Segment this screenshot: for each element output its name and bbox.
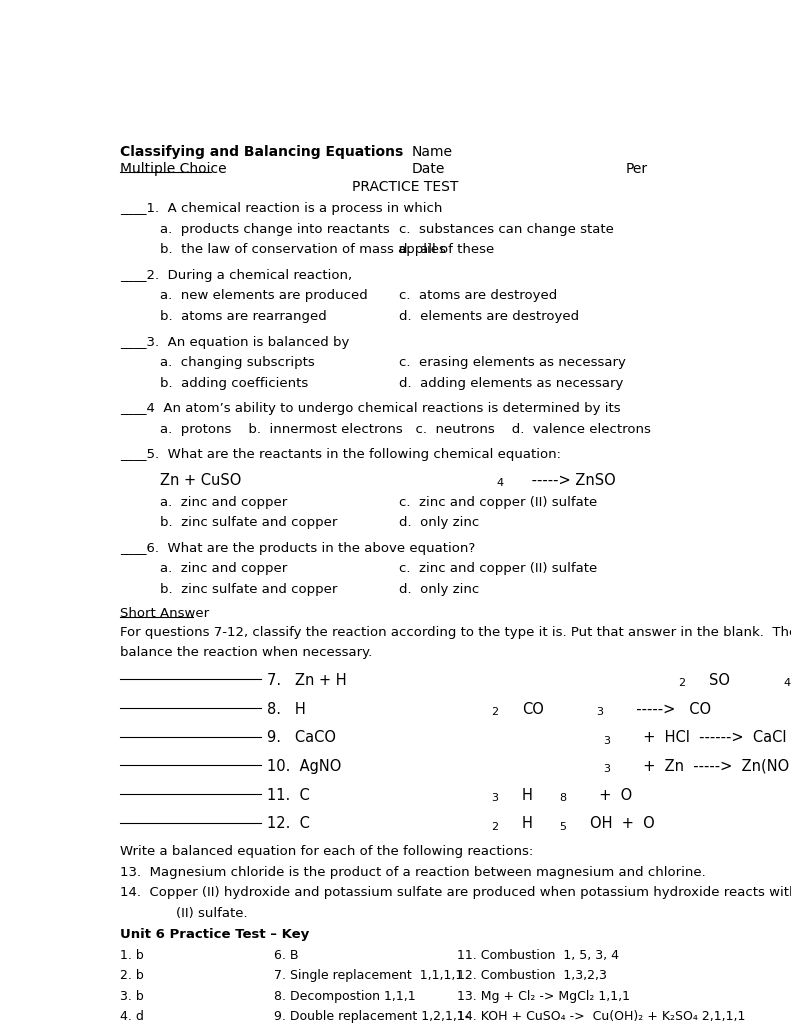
Text: Multiple Choice: Multiple Choice [120, 163, 227, 176]
Text: OH  +  O: OH + O [589, 816, 654, 831]
Text: 5: 5 [559, 822, 566, 831]
Text: 12. Combustion  1,3,2,3: 12. Combustion 1,3,2,3 [457, 969, 607, 982]
Text: 2. b: 2. b [120, 969, 144, 982]
Text: +  HCl  ------>  CaCl: + HCl ------> CaCl [634, 730, 786, 745]
Text: c.  zinc and copper (II) sulfate: c. zinc and copper (II) sulfate [399, 562, 597, 575]
Text: c.  substances can change state: c. substances can change state [399, 223, 614, 236]
Text: Unit 6 Practice Test – Key: Unit 6 Practice Test – Key [120, 928, 309, 941]
Text: 11. Combustion  1, 5, 3, 4: 11. Combustion 1, 5, 3, 4 [457, 948, 619, 962]
Text: ____3.  An equation is balanced by: ____3. An equation is balanced by [120, 336, 350, 348]
Text: 13.  Magnesium chloride is the product of a reaction between magnesium and chlor: 13. Magnesium chloride is the product of… [120, 865, 706, 879]
Text: 7. Single replacement  1,1,1,1: 7. Single replacement 1,1,1,1 [274, 969, 463, 982]
Text: 12.  C: 12. C [267, 816, 310, 831]
Text: b.  atoms are rearranged: b. atoms are rearranged [161, 310, 327, 323]
Text: 3: 3 [596, 707, 604, 717]
Text: 2: 2 [491, 822, 498, 831]
Text: d.  adding elements as necessary: d. adding elements as necessary [399, 377, 623, 389]
Text: 8: 8 [559, 794, 566, 803]
Text: 8. Decompostion 1,1,1: 8. Decompostion 1,1,1 [274, 989, 415, 1002]
Text: 3: 3 [604, 736, 611, 745]
Text: d.  only zinc: d. only zinc [399, 583, 479, 596]
Text: b.  zinc sulfate and copper: b. zinc sulfate and copper [161, 583, 338, 596]
Text: 9.   CaCO: 9. CaCO [267, 730, 336, 745]
Text: 14. KOH + CuSO₄ ->  Cu(OH)₂ + K₂SO₄ 2,1,1,1: 14. KOH + CuSO₄ -> Cu(OH)₂ + K₂SO₄ 2,1,1… [457, 1010, 746, 1023]
Text: 2: 2 [491, 707, 498, 717]
Text: H: H [522, 787, 532, 803]
Text: c.  atoms are destroyed: c. atoms are destroyed [399, 290, 558, 302]
Text: c.  zinc and copper (II) sulfate: c. zinc and copper (II) sulfate [399, 496, 597, 509]
Text: b.  zinc sulfate and copper: b. zinc sulfate and copper [161, 516, 338, 529]
Text: ____1.  A chemical reaction is a process in which: ____1. A chemical reaction is a process … [120, 203, 443, 215]
Text: -----> ZnSO: -----> ZnSO [527, 473, 615, 488]
Text: Name: Name [411, 145, 452, 159]
Text: a.  zinc and copper: a. zinc and copper [161, 496, 287, 509]
Text: ____2.  During a chemical reaction,: ____2. During a chemical reaction, [120, 269, 353, 282]
Text: a.  zinc and copper: a. zinc and copper [161, 562, 287, 575]
Text: b.  the law of conservation of mass applies: b. the law of conservation of mass appli… [161, 244, 446, 256]
Text: 13. Mg + Cl₂ -> MgCl₂ 1,1,1: 13. Mg + Cl₂ -> MgCl₂ 1,1,1 [457, 989, 630, 1002]
Text: a.  protons    b.  innermost electrons   c.  neutrons    d.  valence electrons: a. protons b. innermost electrons c. neu… [161, 423, 651, 436]
Text: balance the reaction when necessary.: balance the reaction when necessary. [120, 646, 373, 659]
Text: 14.  Copper (II) hydroxide and potassium sulfate are produced when potassium hyd: 14. Copper (II) hydroxide and potassium … [120, 886, 791, 899]
Text: d.  elements are destroyed: d. elements are destroyed [399, 310, 579, 323]
Text: 1. b: 1. b [120, 948, 144, 962]
Text: +  Zn  ----->  Zn(NO: + Zn -----> Zn(NO [634, 759, 789, 774]
Text: Zn + CuSO: Zn + CuSO [161, 473, 241, 488]
Text: +  O: + O [589, 787, 632, 803]
Text: 4. d: 4. d [120, 1010, 144, 1023]
Text: 3. b: 3. b [120, 989, 144, 1002]
Text: ____4  An atom’s ability to undergo chemical reactions is determined by its: ____4 An atom’s ability to undergo chemi… [120, 402, 621, 416]
Text: 2: 2 [678, 678, 685, 688]
Text: For questions 7-12, classify the reaction according to the type it is. Put that : For questions 7-12, classify the reactio… [120, 626, 791, 639]
Text: 10.  AgNO: 10. AgNO [267, 759, 342, 774]
Text: H: H [522, 816, 532, 831]
Text: d.  all of these: d. all of these [399, 244, 494, 256]
Text: 7.   Zn + H: 7. Zn + H [267, 673, 347, 688]
Text: ____6.  What are the products in the above equation?: ____6. What are the products in the abov… [120, 542, 475, 555]
Text: Date: Date [411, 163, 445, 176]
Text: b.  adding coefficients: b. adding coefficients [161, 377, 308, 389]
Text: 3: 3 [491, 794, 498, 803]
Text: 9. Double replacement 1,2,1,1-: 9. Double replacement 1,2,1,1- [274, 1010, 469, 1023]
Text: PRACTICE TEST: PRACTICE TEST [352, 180, 459, 194]
Text: d.  only zinc: d. only zinc [399, 516, 479, 529]
Text: Classifying and Balancing Equations: Classifying and Balancing Equations [120, 145, 403, 159]
Text: ____5.  What are the reactants in the following chemical equation:: ____5. What are the reactants in the fol… [120, 449, 562, 462]
Text: 4: 4 [496, 478, 503, 488]
Text: c.  erasing elements as necessary: c. erasing elements as necessary [399, 356, 626, 369]
Text: ----->   CO: -----> CO [627, 701, 711, 717]
Text: CO: CO [522, 701, 543, 717]
Text: (II) sulfate.: (II) sulfate. [176, 906, 247, 920]
Text: 11.  C: 11. C [267, 787, 310, 803]
Text: Per: Per [626, 163, 648, 176]
Text: 4: 4 [783, 678, 790, 688]
Text: a.  products change into reactants: a. products change into reactants [161, 223, 390, 236]
Text: 3: 3 [604, 765, 611, 774]
Text: a.  changing subscripts: a. changing subscripts [161, 356, 315, 369]
Text: Short Answer: Short Answer [120, 607, 210, 621]
Text: SO: SO [709, 673, 729, 688]
Text: 6. B: 6. B [274, 948, 298, 962]
Text: a.  new elements are produced: a. new elements are produced [161, 290, 368, 302]
Text: Write a balanced equation for each of the following reactions:: Write a balanced equation for each of th… [120, 845, 534, 858]
Text: 8.   H: 8. H [267, 701, 306, 717]
